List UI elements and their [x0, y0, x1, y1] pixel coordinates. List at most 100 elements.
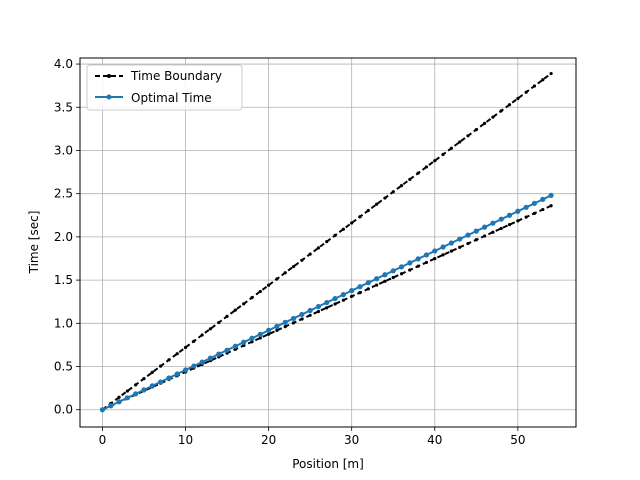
- data-point: [515, 208, 521, 214]
- series-time-boundary: [100, 71, 553, 412]
- data-point: [290, 315, 297, 322]
- data-point: [499, 226, 503, 231]
- data-point: [391, 190, 395, 194]
- data-point: [340, 292, 346, 298]
- legend-box: [86, 64, 243, 111]
- data-point: [399, 184, 404, 188]
- data-point: [374, 276, 380, 282]
- y-tick-label: 0.5: [54, 360, 73, 374]
- data-point: [125, 389, 129, 393]
- data-point: [108, 403, 114, 409]
- data-point: [266, 327, 272, 333]
- data-point: [398, 264, 405, 270]
- x-tick-label: 30: [344, 433, 359, 447]
- data-point: [506, 212, 513, 218]
- data-point: [283, 325, 287, 329]
- data-point: [283, 271, 287, 275]
- data-point: [249, 335, 255, 341]
- legend-marker-optimal-time: [106, 94, 112, 100]
- series-optimal-time: [99, 192, 554, 413]
- grid-lines: [80, 58, 576, 427]
- plot-series: [99, 71, 554, 413]
- y-tick-label: 1.0: [54, 316, 73, 330]
- data-point: [458, 140, 462, 144]
- data-point: [325, 306, 329, 310]
- data-point: [208, 327, 213, 331]
- data-point: [324, 299, 330, 306]
- data-point: [474, 238, 478, 242]
- data-point: [149, 383, 155, 389]
- x-tick-label: 0: [99, 433, 107, 447]
- data-point: [175, 352, 179, 356]
- plot-frame: [79, 57, 577, 428]
- data-point: [341, 298, 345, 302]
- data-point: [358, 291, 362, 295]
- x-tick-label: 10: [178, 433, 193, 447]
- y-tick-label: 1.5: [54, 273, 73, 287]
- data-point: [458, 245, 462, 249]
- data-point: [483, 121, 487, 125]
- data-point: [141, 387, 147, 393]
- y-tick-label: 0.0: [54, 403, 73, 417]
- data-point: [498, 216, 504, 222]
- x-axis-label: Position [m]: [292, 457, 364, 471]
- data-point: [524, 90, 528, 94]
- data-point: [399, 272, 404, 276]
- x-tick-label: 40: [427, 433, 442, 447]
- data-point: [491, 230, 495, 234]
- data-point: [316, 246, 321, 250]
- data-point: [507, 223, 512, 227]
- data-point: [465, 232, 471, 238]
- data-point: [291, 264, 296, 269]
- data-point: [183, 345, 188, 350]
- data-point: [133, 391, 139, 397]
- data-point: [473, 228, 479, 234]
- data-point: [224, 347, 230, 353]
- data-point: [242, 302, 246, 306]
- data-point: [457, 236, 463, 242]
- data-point: [507, 103, 512, 107]
- data-point: [524, 215, 528, 219]
- data-point: [257, 331, 263, 337]
- y-axis-ticks: 0.0 0.5 1.0 1.5 2.0 2.5 3.0 3.5 4.0: [54, 57, 80, 417]
- data-point: [341, 227, 345, 231]
- data-point: [191, 363, 197, 369]
- data-point: [200, 333, 204, 337]
- data-point: [424, 165, 429, 169]
- data-point: [499, 109, 503, 113]
- data-point: [366, 287, 370, 291]
- data-point: [258, 289, 262, 294]
- data-point: [491, 115, 495, 119]
- data-point: [391, 275, 395, 280]
- data-point: [541, 78, 545, 82]
- data-point: [516, 96, 520, 101]
- data-point: [366, 208, 370, 213]
- data-point: [532, 211, 537, 215]
- data-point: [267, 283, 271, 287]
- data-point: [441, 253, 445, 257]
- y-tick-label: 3.5: [54, 100, 73, 114]
- data-point: [423, 252, 430, 258]
- data-point: [274, 323, 280, 329]
- legend: Time Boundary Optimal Time: [86, 64, 243, 111]
- data-point: [241, 339, 247, 345]
- data-point: [158, 364, 163, 368]
- data-point: [416, 171, 420, 175]
- data-point: [349, 288, 355, 294]
- data-point: [441, 152, 445, 157]
- data-point: [523, 204, 529, 210]
- y-tick-label: 4.0: [54, 57, 73, 71]
- data-point: [383, 196, 387, 200]
- data-point: [267, 332, 271, 336]
- data-point: [449, 249, 453, 253]
- data-point: [449, 146, 453, 150]
- data-point: [408, 268, 412, 272]
- data-point: [482, 224, 488, 230]
- data-point: [333, 233, 337, 238]
- x-tick-label: 50: [510, 433, 525, 447]
- legend-marker-time-boundary: [107, 74, 111, 78]
- data-point: [375, 283, 379, 287]
- data-point: [490, 220, 496, 226]
- data-point: [250, 340, 254, 344]
- data-point: [383, 279, 387, 283]
